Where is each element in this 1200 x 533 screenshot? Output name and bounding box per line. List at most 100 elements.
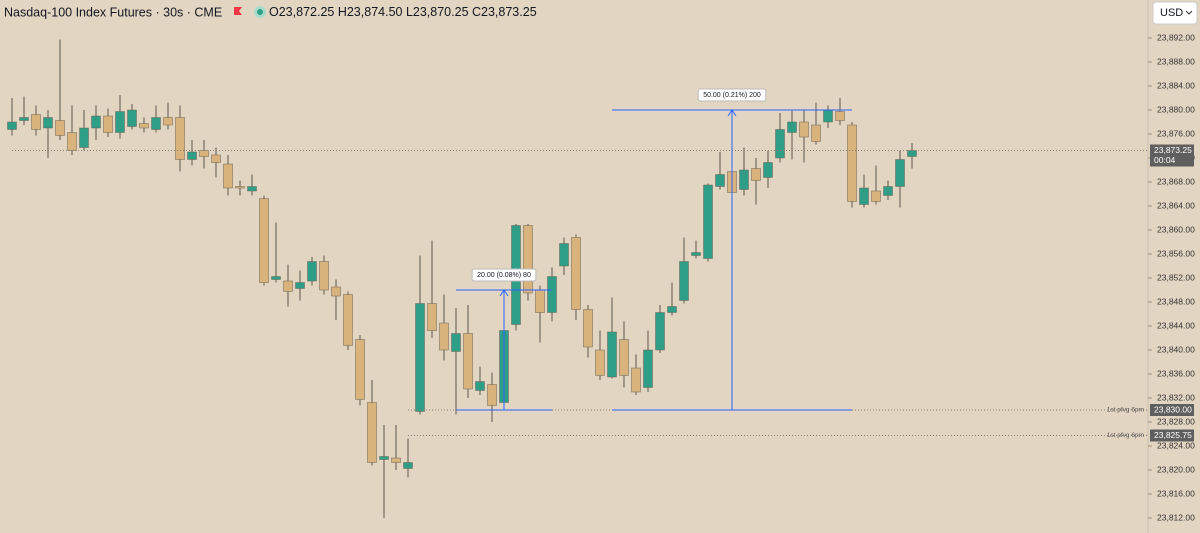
candle-body (799, 121, 809, 138)
candle-body (91, 115, 101, 129)
chevron-icon (1185, 10, 1193, 15)
ohlc-readout: O23,872.25 H23,874.50 L23,870.25 C23,873… (269, 5, 537, 19)
candle-body (295, 282, 305, 289)
measure-arrowhead (499, 289, 509, 297)
y-tick-label: 23,828.00 (1157, 416, 1195, 426)
price-label: 23,830.00 (1154, 404, 1192, 414)
candle-body (691, 252, 701, 256)
ohlc-value: 23,873.25 (481, 5, 537, 19)
ohlc-key: C (472, 5, 481, 19)
ohlc-value: 23,872.25 (279, 5, 335, 19)
candle-body (271, 276, 281, 280)
candle-body (415, 303, 425, 412)
candle-body (775, 129, 785, 159)
candle-body (7, 121, 17, 130)
currency-button[interactable] (1152, 1, 1198, 25)
candle-body (667, 306, 677, 313)
candle-body (439, 322, 449, 351)
measure-label-box (471, 268, 537, 282)
candle-body (583, 309, 593, 348)
y-tick-label: 23,832.00 (1157, 392, 1195, 402)
candle-body (715, 174, 725, 187)
flag-icon[interactable] (234, 7, 242, 15)
y-tick-label: 23,812.00 (1157, 512, 1195, 522)
y-tick-label: 23,876.00 (1157, 128, 1195, 138)
candle-body (895, 159, 905, 187)
candle-body (547, 276, 557, 313)
candle-body (187, 151, 197, 160)
candle-body (103, 115, 113, 133)
candle-body (787, 121, 797, 133)
price-label-box (1150, 144, 1194, 167)
candle-body (655, 312, 665, 351)
countdown-label: 00:04 (1154, 155, 1176, 165)
y-tick-label: 23,848.00 (1157, 296, 1195, 306)
ohlc-key: H (338, 5, 347, 19)
candle-body (367, 402, 377, 463)
y-tick-label: 23,816.00 (1157, 488, 1195, 498)
candle-body (55, 120, 65, 136)
candle-body (703, 184, 713, 259)
candle-body (571, 237, 581, 310)
candle-body (883, 186, 893, 196)
ohlc-value: 23,870.25 (413, 5, 469, 19)
price-line-name: 1st pfvg 6pm (1107, 407, 1144, 414)
candle-body (871, 190, 881, 202)
candle-body (451, 333, 461, 352)
y-tick-label: 23,820.00 (1157, 464, 1195, 474)
candle-body (67, 132, 77, 151)
price-line-name: 1st pfvg 6pm (1107, 432, 1144, 439)
price-label: 23,873.25 (1154, 145, 1192, 155)
y-tick-label: 23,856.00 (1157, 248, 1195, 258)
candle-body (631, 367, 641, 393)
candle-body (427, 303, 437, 331)
candle-body (607, 331, 617, 378)
candle-body (763, 162, 773, 178)
candle-body (199, 150, 209, 157)
measure-arrowhead (727, 109, 737, 117)
candle-body (355, 339, 365, 400)
price-label-box (1150, 429, 1194, 442)
y-tick-label: 23,860.00 (1157, 224, 1195, 234)
y-tick-label: 23,884.00 (1157, 80, 1195, 90)
ohlc-key: O (269, 5, 279, 19)
candle-body (523, 225, 533, 294)
candle-body (559, 243, 569, 267)
candle-body (31, 114, 41, 130)
candle-body (643, 349, 653, 388)
candle-body (283, 280, 293, 292)
candle-body (211, 154, 221, 163)
ohlc-value: 23,874.50 (347, 5, 403, 19)
candle-body (151, 117, 161, 130)
candle-body (487, 384, 497, 406)
candle-body (175, 117, 185, 160)
candle-body (115, 111, 125, 133)
candle-body (307, 261, 317, 282)
candle-body (139, 123, 149, 129)
measure-label: 20.00 (0.08%) 80 (477, 272, 531, 279)
candle-body (259, 198, 269, 283)
candle-body (127, 109, 137, 127)
candle-body (619, 339, 629, 376)
candle-body (379, 456, 389, 460)
candle-body (235, 186, 245, 189)
candle-body (343, 294, 353, 346)
symbol-title: Nasdaq-100 Index Futures · 30s · CME (4, 5, 222, 19)
price-label-box (1150, 404, 1194, 416)
candle-body (391, 457, 401, 463)
candle-body (247, 186, 257, 192)
candle-body (679, 261, 689, 301)
y-tick-label: 23,844.00 (1157, 320, 1195, 330)
candle-body (835, 111, 845, 121)
candle-body (751, 168, 761, 181)
candle-body (331, 286, 341, 297)
measure-label: 50.00 (0.21%) 200 (703, 92, 761, 99)
y-tick-label: 23,864.00 (1157, 200, 1195, 210)
y-tick-label: 23,836.00 (1157, 368, 1195, 378)
y-tick-label: 23,888.00 (1157, 56, 1195, 66)
candle-body (43, 117, 53, 129)
candle-body (463, 333, 473, 390)
currency-label: USD (1160, 7, 1183, 19)
y-tick-label: 23,852.00 (1157, 272, 1195, 282)
